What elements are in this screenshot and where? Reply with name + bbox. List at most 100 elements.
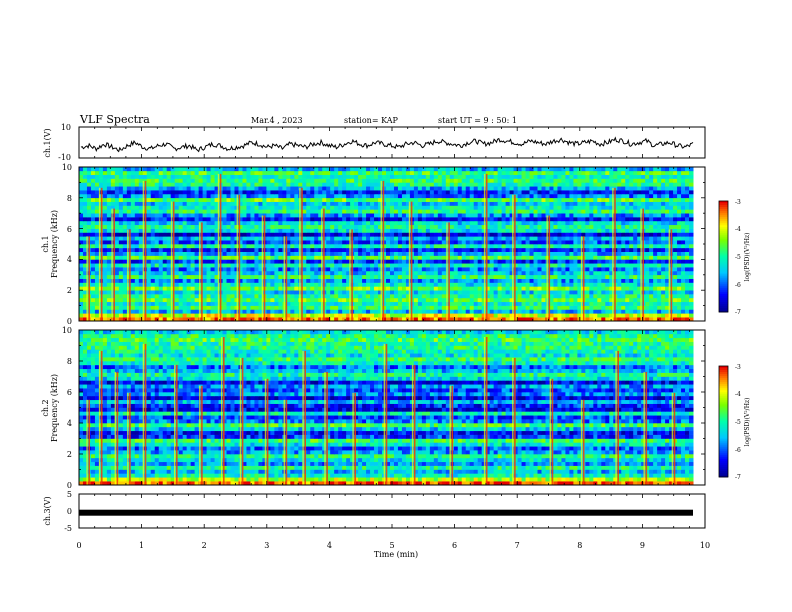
spectrogram-cell (445, 294, 451, 299)
spectrogram-cell (649, 290, 654, 295)
spectrogram-cell (529, 232, 535, 237)
spectrogram-cell (182, 205, 188, 210)
spectrogram-cell (621, 240, 626, 245)
spectrogram-cell (549, 301, 554, 306)
spectrogram-cell (541, 224, 546, 229)
spectrogram-cell (529, 286, 535, 291)
spectrogram-cell (521, 286, 527, 291)
spectrogram-cell (334, 274, 339, 279)
spectrogram-cell (565, 278, 570, 283)
spectrogram-cell (146, 201, 152, 206)
spectrogram-cell (306, 301, 311, 306)
spectrogram-cell (166, 286, 172, 291)
spectrogram-cell (254, 240, 259, 245)
spectrogram-cell (194, 201, 200, 206)
spectrogram-cell (393, 259, 399, 264)
spectrogram-cell (581, 197, 586, 202)
spectrogram-cell (334, 259, 339, 264)
spectrogram-cell (633, 317, 638, 322)
spectrogram-cell (162, 294, 168, 299)
spectrogram-cell (374, 240, 379, 245)
spectrogram-cell (314, 317, 319, 322)
spectrogram-cell (214, 251, 220, 256)
spectrogram-cell (625, 209, 630, 214)
spectrogram-cell (457, 209, 463, 214)
spectrogram-cell (354, 267, 359, 272)
spectrogram-cell (573, 274, 578, 279)
spectrogram-cell (374, 259, 379, 264)
spectrogram-cell (457, 259, 463, 264)
spectrogram-cell (661, 263, 666, 268)
spectrogram-cell (521, 217, 527, 222)
spectrogram-cell (386, 267, 391, 272)
spectrogram-cell (82, 232, 88, 237)
spectrogram-cell (429, 305, 435, 310)
spectrogram-cell (689, 286, 694, 291)
spectrogram-cell (633, 251, 638, 256)
spectrogram-cell (497, 209, 503, 214)
spectrogram-cell (457, 228, 463, 233)
spectrogram-cell (258, 263, 263, 268)
spectrogram-cell (338, 305, 343, 310)
spectrogram-cell (389, 270, 395, 276)
spectrogram-cell (162, 213, 168, 218)
spectrogram-cell (214, 301, 220, 306)
spectrogram-cell (561, 255, 566, 260)
spectrogram-cell (314, 278, 319, 283)
spectrogram-cell (425, 209, 431, 214)
spectrogram-cell (258, 274, 263, 279)
spectrogram-cell (190, 317, 196, 322)
spectrogram-cell (625, 251, 630, 256)
spectrogram-cell (397, 232, 403, 237)
spectrogram-cell (202, 313, 208, 318)
spectrogram-cell (425, 201, 431, 206)
spectrogram-cell (378, 255, 383, 260)
spectrogram-cell (246, 201, 251, 206)
spectrogram-cell (206, 267, 212, 272)
spectrogram-cell (250, 224, 255, 229)
spectrogram-cell (166, 278, 172, 283)
spectrogram-cell (417, 251, 423, 256)
spectrogram-cell (537, 297, 542, 303)
spectrogram-cell (397, 217, 403, 222)
spectrogram-cell (214, 205, 220, 210)
spectrogram-cell (565, 197, 570, 202)
spectrogram-cell (449, 197, 455, 202)
spectrogram-cell (110, 201, 116, 206)
spectrogram-cell (549, 236, 554, 241)
spectrogram-cell (585, 270, 590, 276)
spectrogram-cell (413, 274, 419, 279)
spectrogram-cell (79, 270, 84, 276)
spectrogram-cell (138, 224, 144, 229)
spectrogram-cell (206, 244, 212, 249)
spectrogram-cell (477, 286, 483, 291)
spectrogram-cell (565, 244, 570, 249)
spectrogram-cell (138, 274, 144, 279)
spectrogram-cell (529, 313, 535, 318)
spectrogram-cell (521, 305, 527, 310)
spectrogram-cell (294, 317, 299, 322)
spectrogram-cell (661, 213, 666, 218)
spectrogram-cell (517, 286, 523, 291)
spectrogram-cell (593, 263, 598, 268)
spectrogram-cell (541, 209, 546, 214)
spectrogram-cell (190, 220, 196, 226)
spectrogram-cell (413, 213, 419, 218)
spectrogram-cell (342, 274, 347, 279)
spectrogram-cell (134, 220, 140, 226)
spectrogram-cell (182, 224, 188, 229)
spectrogram-cell (461, 217, 467, 222)
spectrogram-cell (102, 282, 108, 287)
spectrogram-cell (661, 247, 666, 252)
spectrogram-cell (158, 278, 164, 283)
spectrogram-cell (122, 309, 128, 314)
spectrogram-cell (445, 267, 451, 272)
spectrogram-cell (150, 197, 156, 202)
spectrogram-cell (573, 217, 578, 222)
spectrogram-cell (533, 263, 539, 268)
spectrogram-cell (449, 240, 455, 245)
spectrogram-cell (290, 297, 295, 303)
spectrogram-cell (254, 290, 259, 295)
spectrogram-cell (146, 213, 152, 218)
spectrogram-cell (501, 224, 507, 229)
